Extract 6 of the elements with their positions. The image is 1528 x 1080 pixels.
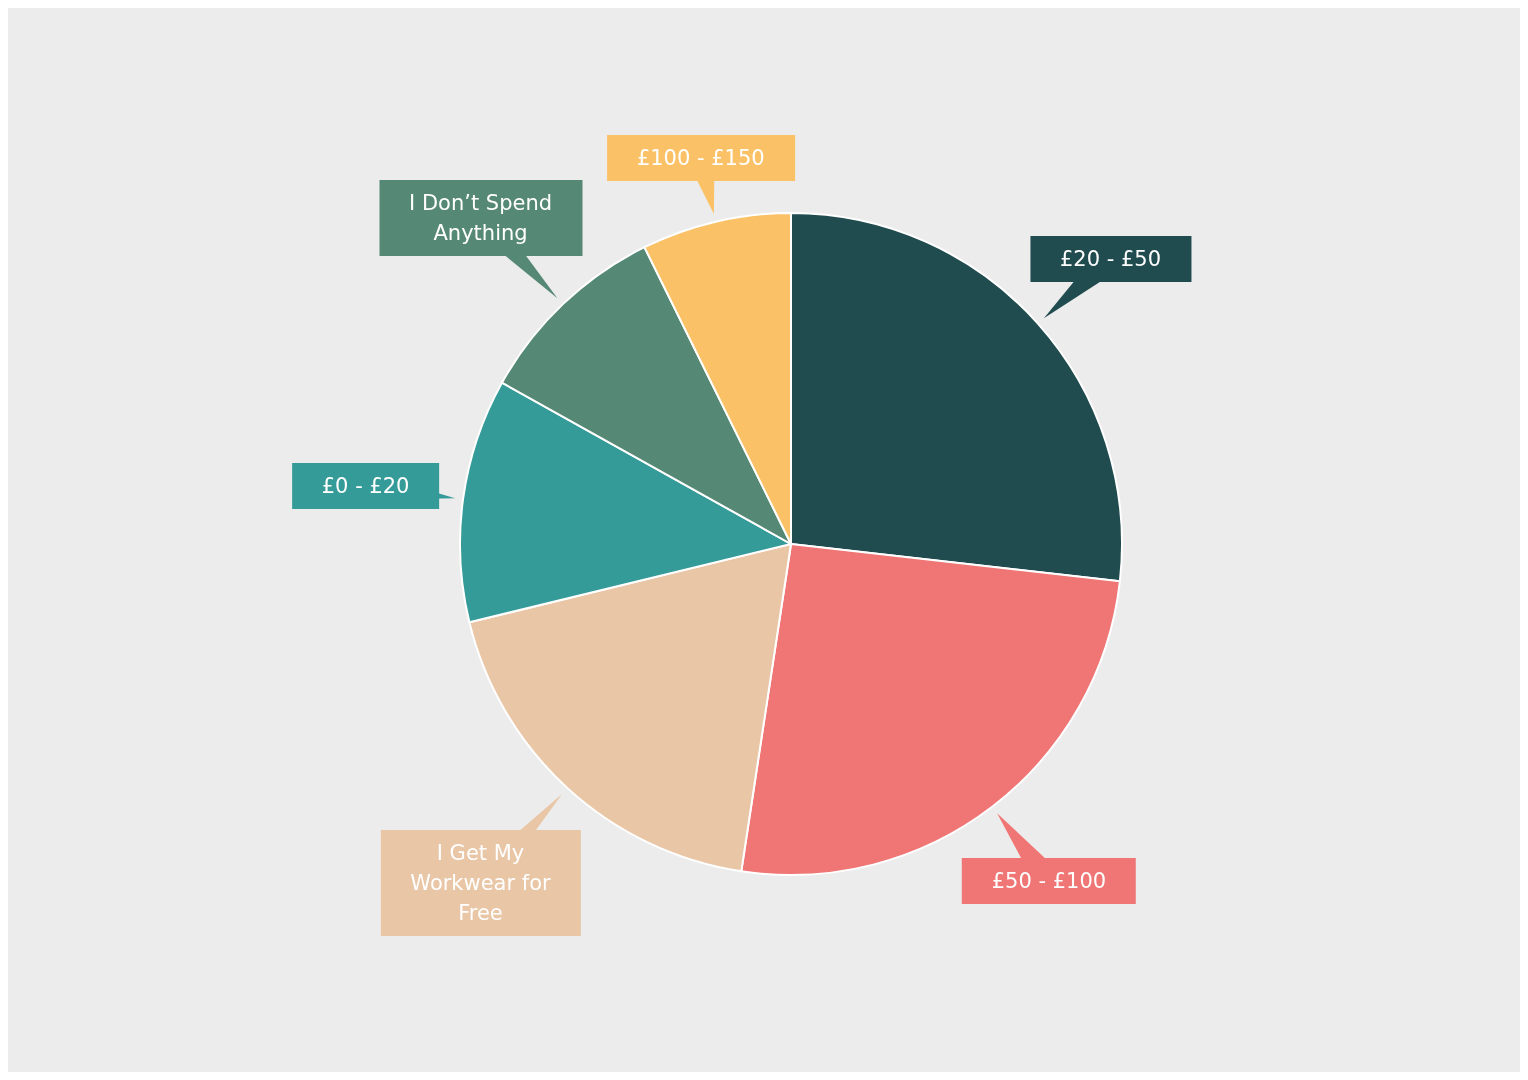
slice-label: I Don’t Spend Anything — [408, 189, 554, 247]
slice-label: I Get My Workwear for Free — [409, 840, 552, 928]
slice-label: £100 - £150 — [636, 144, 765, 172]
slice-label: £50 - £100 — [991, 867, 1107, 895]
slice-label: £0 - £20 — [321, 473, 410, 501]
slice-label: £20 - £50 — [1059, 245, 1162, 273]
